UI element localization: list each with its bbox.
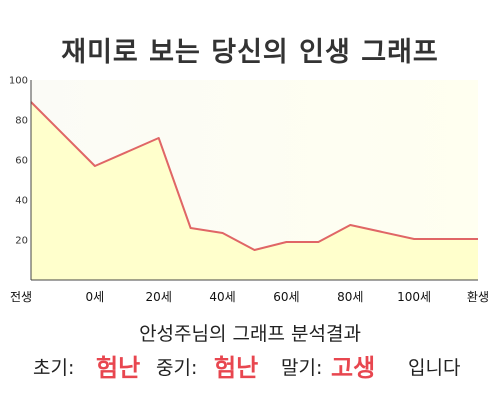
middle-label: 중기: (156, 357, 198, 379)
y-tick-label: 60 (15, 156, 28, 167)
middle-value: 험난 (214, 354, 259, 382)
x-tick-label: 20세 (146, 290, 172, 304)
x-tick-label: 환생 (467, 290, 489, 304)
result-summary: 초기: 험난 중기: 험난 말기: 고생 입니다 (0, 346, 500, 382)
y-tick-label: 100 (9, 76, 28, 87)
y-tick-label: 80 (15, 116, 28, 127)
x-tick-label: 전생 (10, 290, 32, 304)
x-tick-label: 60세 (273, 290, 299, 304)
chart-title: 재미로 보는 당신의 인생 그래프 (61, 37, 439, 68)
series-area (31, 102, 478, 280)
early-label: 초기: (33, 357, 75, 379)
x-tick-label: 0세 (86, 290, 105, 304)
early-value: 험난 (96, 354, 141, 382)
y-tick-label: 40 (15, 196, 28, 207)
x-tick-label: 100세 (397, 290, 431, 304)
series-line (30, 101, 478, 251)
x-tick-label: 80세 (337, 290, 363, 304)
result-ending: 입니다 (408, 357, 461, 379)
x-tick-label: 40세 (209, 290, 235, 304)
late-label: 말기: (281, 357, 323, 379)
late-value: 고생 (331, 354, 376, 382)
result-heading: 안성주님의 그래프 분석결과 (139, 323, 361, 345)
y-tick-label: 20 (15, 236, 28, 247)
